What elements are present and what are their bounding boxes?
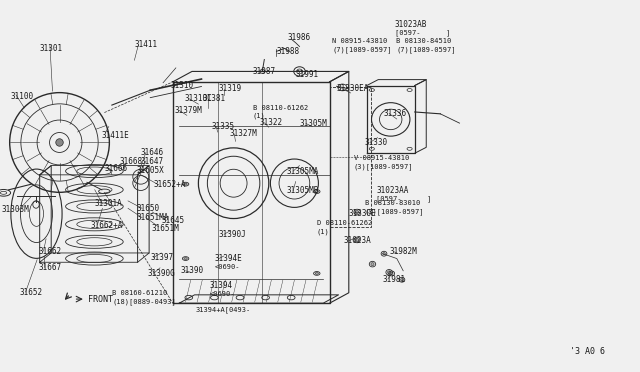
Text: 31336: 31336: [384, 109, 407, 118]
Text: D 08110-61262
(1): D 08110-61262 (1): [317, 220, 372, 235]
Text: [0597-      ]: [0597- ]: [376, 196, 431, 202]
Ellipse shape: [315, 272, 319, 275]
Text: B 08160-61210
(18)[0889-0493]: B 08160-61210 (18)[0889-0493]: [112, 290, 176, 305]
Ellipse shape: [56, 139, 63, 146]
Text: 31650: 31650: [136, 204, 159, 213]
Text: <0690-: <0690-: [214, 264, 240, 270]
Text: 31305MB: 31305MB: [286, 186, 319, 195]
Text: 31390: 31390: [180, 266, 204, 275]
Text: 31390G: 31390G: [148, 269, 175, 278]
Text: 31668: 31668: [119, 157, 142, 166]
Text: 31988: 31988: [276, 47, 300, 56]
Ellipse shape: [388, 271, 390, 274]
Ellipse shape: [184, 257, 188, 260]
Ellipse shape: [371, 263, 374, 266]
Text: <0690-: <0690-: [210, 291, 236, 297]
Text: 31666: 31666: [104, 164, 127, 173]
Text: 31390J: 31390J: [219, 230, 246, 239]
Text: 31982M: 31982M: [389, 247, 417, 256]
Text: 31645: 31645: [161, 216, 184, 225]
Text: B 08130-83010
(3)[1089-0597]: B 08130-83010 (3)[1089-0597]: [365, 200, 424, 215]
Text: 31411E: 31411E: [101, 131, 129, 140]
Text: 31652: 31652: [19, 288, 42, 296]
Ellipse shape: [184, 183, 188, 185]
Text: 31305M: 31305M: [300, 119, 327, 128]
Text: 31330EA: 31330EA: [337, 84, 369, 93]
Text: 31327M: 31327M: [229, 129, 257, 138]
Text: 31394+A[0493-: 31394+A[0493-: [195, 306, 250, 313]
Text: 31652+A: 31652+A: [154, 180, 186, 189]
Text: 31991: 31991: [295, 70, 318, 79]
Ellipse shape: [356, 238, 359, 241]
Text: 31394E: 31394E: [214, 254, 242, 263]
Text: 31310: 31310: [170, 81, 193, 90]
Text: 31397: 31397: [150, 253, 173, 262]
Text: 31411: 31411: [134, 40, 157, 49]
Text: B 08130-84510
(7)[1089-0597]: B 08130-84510 (7)[1089-0597]: [396, 38, 456, 53]
Text: 31303M: 31303M: [2, 205, 29, 214]
Text: 31330: 31330: [365, 138, 388, 147]
Text: '3 A0 6: '3 A0 6: [570, 347, 605, 356]
Text: 31651MA: 31651MA: [136, 213, 169, 222]
Text: 31023A: 31023A: [344, 236, 371, 245]
Text: 31322: 31322: [259, 118, 282, 127]
Text: 31981: 31981: [383, 275, 406, 283]
Text: 31381: 31381: [203, 94, 226, 103]
Text: 31647: 31647: [140, 157, 163, 166]
Text: B 08110-61262
(1): B 08110-61262 (1): [253, 105, 308, 119]
Text: 31100: 31100: [10, 92, 33, 101]
Text: 31986: 31986: [288, 33, 311, 42]
Text: 31662: 31662: [38, 247, 61, 256]
Text: 31301A: 31301A: [95, 199, 122, 208]
Ellipse shape: [401, 279, 403, 281]
Text: 31667: 31667: [38, 263, 61, 272]
Text: 31310C: 31310C: [184, 94, 212, 103]
Text: N 08915-43810
(7)[1089-0597]: N 08915-43810 (7)[1089-0597]: [332, 38, 392, 53]
Text: 31319: 31319: [219, 84, 242, 93]
Ellipse shape: [315, 190, 319, 193]
Text: 31301: 31301: [40, 44, 63, 53]
Text: 31605X: 31605X: [136, 166, 164, 175]
Text: 31662+A: 31662+A: [91, 221, 124, 230]
Text: 31987: 31987: [252, 67, 275, 76]
Text: 31379M: 31379M: [174, 106, 202, 115]
Text: 31335: 31335: [211, 122, 234, 131]
Text: [0597-      ]: [0597- ]: [395, 29, 450, 36]
Ellipse shape: [356, 211, 359, 214]
Text: V 08915-43810
(3)[1089-0597]: V 08915-43810 (3)[1089-0597]: [354, 155, 413, 170]
Text: FRONT: FRONT: [88, 295, 113, 304]
Text: 31305MA: 31305MA: [286, 167, 319, 176]
Text: 31023AA: 31023AA: [376, 186, 409, 195]
Ellipse shape: [390, 272, 393, 275]
Text: 31646: 31646: [140, 148, 163, 157]
Text: 31394: 31394: [210, 281, 233, 290]
Text: 31651M: 31651M: [152, 224, 179, 232]
Text: 31330E: 31330E: [349, 209, 376, 218]
Text: 31023AB: 31023AB: [395, 20, 428, 29]
Ellipse shape: [383, 253, 385, 255]
